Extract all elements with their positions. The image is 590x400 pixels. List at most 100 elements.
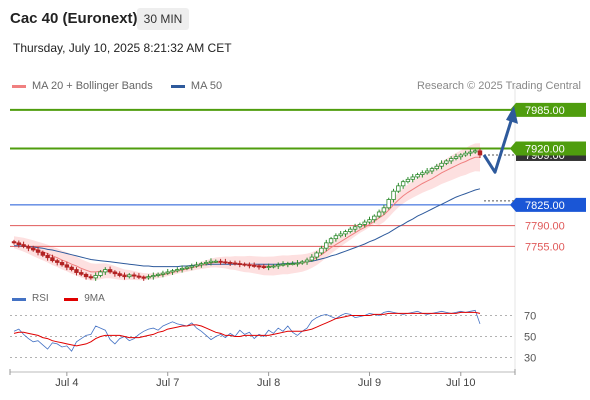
candle-body [136,275,142,278]
candle-body [458,154,463,158]
candle-body [304,259,310,263]
candle-body [280,263,286,266]
candle-body [362,221,367,225]
candle-body [468,151,473,154]
candle-body [175,269,180,272]
candle-body [400,181,406,187]
candle-body [79,272,84,275]
candle-body [357,224,363,228]
candle-body [276,264,281,267]
candle-body [127,274,132,278]
candle-body [11,241,17,244]
candle-body [83,273,89,278]
candle-body [208,260,214,263]
x-tick-label: Jul 10 [446,377,475,389]
level-label-7825.00: 7825.00 [525,200,565,212]
candle-body [420,172,425,175]
candle-body [170,270,175,273]
candle-body [314,252,319,258]
candle-body [16,242,22,246]
candle-body [35,249,41,253]
candle-body [348,228,353,232]
candle-body [242,263,247,266]
candles-group [11,148,483,281]
candle-body [194,264,199,267]
bollinger-band [14,143,480,281]
candle-body [271,265,276,268]
x-tick-label: Jul 7 [156,377,179,389]
ma20-legend-swatch [12,84,26,88]
candle-body [338,233,343,237]
candle-body [319,247,324,254]
candle-body [98,271,103,276]
x-tick-label: Jul 4 [55,377,78,389]
candle-body [55,260,60,263]
candle-body [131,274,137,277]
x-tick-label: Jul 8 [257,377,280,389]
candle-body [352,226,358,230]
level-tag-7985.00 [510,102,586,117]
candle-body [117,273,122,276]
candle-body [141,276,146,279]
candle-body [165,271,170,274]
level-label-top-7920: 7920.00 [525,143,565,155]
candle-body [184,266,190,269]
candle-body [50,257,55,262]
candle-body [434,165,439,170]
chart-header: Cac 40 (Euronext) 30 MIN Thursday, July … [0,0,590,70]
rsi-tick-70: 70 [524,311,536,323]
candle-body [103,269,108,273]
candle-body [343,231,348,235]
candle-body [376,211,382,217]
candle-body [453,156,459,159]
candle-body [227,262,233,264]
candle-body [448,158,454,162]
candle-body [300,261,305,264]
rsi-line [13,309,481,352]
ma50-legend-label: MA 50 [190,80,223,93]
candle-body [122,275,127,278]
candle-body [472,150,478,153]
ma20-legend-label: MA 20 + Bollinger Bands [32,80,153,93]
candle-body [237,263,242,266]
candle-body [424,170,430,174]
candle-body [199,263,204,266]
candle-body [21,244,26,247]
timeframe-badge[interactable]: 30 MIN [137,8,189,30]
candle-body [367,219,372,223]
candle-body [285,263,291,266]
candle-body [59,262,65,266]
candle-body [218,260,223,263]
candle-body [381,207,387,213]
candle-body [444,160,449,164]
rsi-tick-30: 30 [524,353,536,365]
candle-body [93,275,98,279]
x-tick-label: Jul 9 [358,377,381,389]
candle-body [160,272,166,275]
candle-body [213,260,218,263]
candle-body [405,178,411,183]
candle-body [31,247,36,251]
candle-body [146,276,151,279]
candle-body [40,251,46,256]
candle-body [477,150,483,156]
ma20-line [13,156,480,278]
candle-body [189,265,194,268]
candle-body [179,267,185,270]
candle-body [290,263,295,266]
candle-body [151,275,156,278]
9ma-legend-swatch [64,298,79,301]
forecast-arrow [482,117,514,174]
candle-body [333,235,339,240]
level-tag-top-7920 [510,141,586,156]
candle-body [391,190,396,200]
rsi-legend: RSI 9MA [12,293,105,304]
candle-body [386,199,391,209]
candle-body [232,262,238,265]
candle-body [223,261,228,264]
candle-body [410,176,415,180]
candle-body [45,254,50,259]
candle-body [295,262,300,265]
level-label-7985.00: 7985.00 [525,105,565,117]
